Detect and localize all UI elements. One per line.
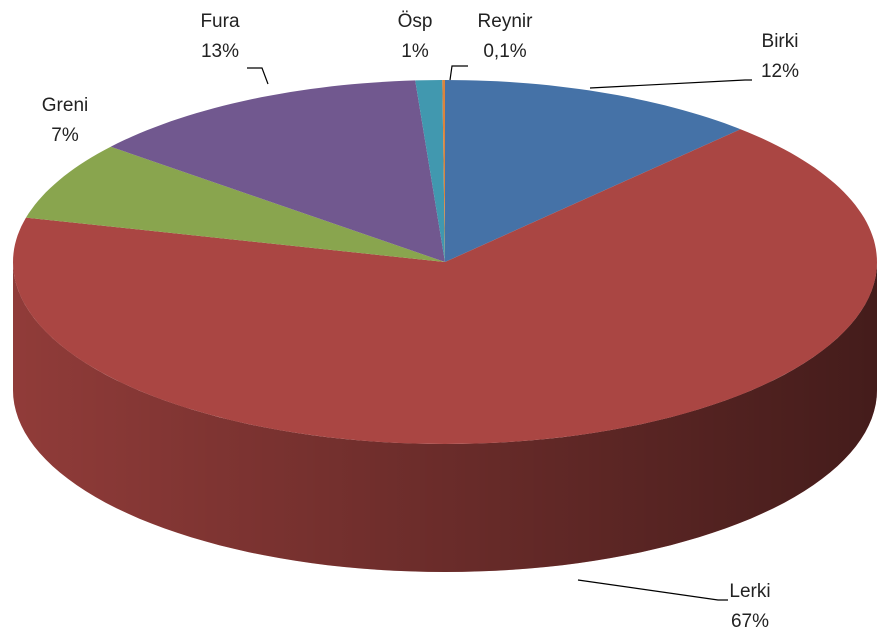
leader-line (247, 67, 269, 85)
slice (445, 80, 741, 262)
slice (415, 80, 445, 262)
slice-name: Birki (762, 31, 799, 52)
leader-line (577, 579, 728, 601)
slice-name: Greni (42, 95, 88, 116)
slice-name: Reynir (478, 11, 534, 32)
slice-value: 12% (761, 61, 799, 82)
slice-name: Ösp (398, 11, 433, 32)
slice-value: 0,1% (483, 41, 526, 62)
slice (26, 146, 445, 262)
slice (110, 80, 445, 263)
slice-name: Fura (200, 11, 240, 32)
slice-side-shade (13, 262, 877, 572)
leader-line (449, 65, 468, 81)
slice-value: 67% (731, 611, 769, 632)
slice-value: 7% (51, 125, 79, 146)
slice (442, 80, 445, 262)
leader-line (589, 79, 752, 89)
slice-value: 13% (201, 41, 239, 62)
slice-value: 1% (401, 41, 429, 62)
slice (13, 129, 877, 444)
slice-name: Lerki (729, 581, 770, 602)
